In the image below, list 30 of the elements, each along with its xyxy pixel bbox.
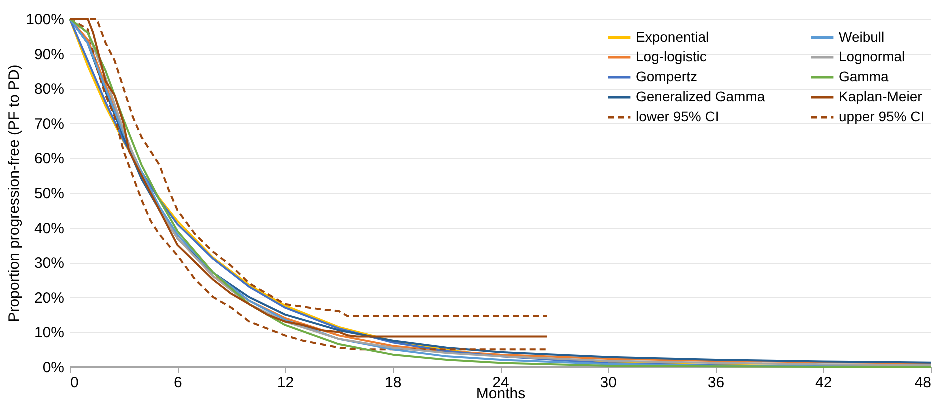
y-axis-title: Proportion progression-free (PF to PD) [6,64,24,322]
y-tick-label: 20% [34,290,64,307]
y-tick-label: 70% [34,116,64,133]
legend-label: Weibull [839,28,885,45]
x-tick-label: 42 [816,374,832,392]
legend-label: Lognormal [839,48,906,64]
y-tick-label: 50% [34,186,64,202]
y-tick-label: 90% [34,46,64,64]
x-tick-label: 0 [70,374,79,392]
legend-label: Kaplan-Meier [839,88,923,104]
x-tick-label: 18 [385,374,402,392]
legend-label: Generalized Gamma [636,88,766,104]
legend-label: Log-logistic [636,48,707,64]
x-tick-label: 12 [277,374,294,392]
y-tick-label: 0% [42,360,64,376]
legend-label: upper 95% CI [839,108,925,124]
legend-label: lower 95% CI [636,108,720,124]
x-tick-label: 48 [914,374,932,392]
y-tick-label: 100% [26,12,64,28]
legend-label: Exponential [636,28,710,45]
y-tick-label: 40% [34,220,64,238]
legend-label: Gompertz [636,68,698,84]
y-tick-label: 10% [34,324,64,342]
x-tick-label: 36 [708,374,725,392]
y-tick-label: 60% [34,150,64,168]
x-tick-label: 30 [600,374,617,392]
y-tick-label: 80% [34,81,64,98]
y-tick-label: 30% [34,255,64,272]
x-tick-label: 6 [174,374,182,392]
legend-label: Gamma [839,68,889,84]
